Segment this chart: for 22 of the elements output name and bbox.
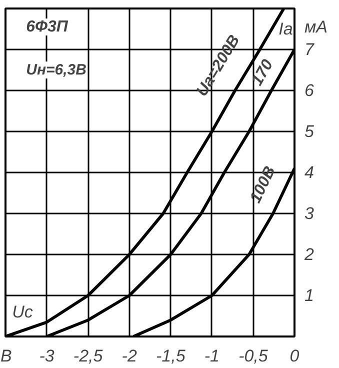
- y-tick-label: 3: [304, 204, 314, 223]
- text: 100В: [247, 164, 280, 206]
- x-tick-label: В: [0, 346, 12, 366]
- text: Uн=6,3В: [26, 62, 87, 78]
- x-tick-label: -3: [39, 346, 55, 366]
- y-tick-label: 7: [304, 40, 314, 59]
- text: 6Ф3П: [26, 18, 68, 36]
- x-tick-label: -2,5: [73, 346, 104, 366]
- text: мА: [304, 17, 328, 36]
- y-tick-label: 4: [304, 163, 314, 182]
- y-tick-label: 5: [304, 122, 314, 141]
- y-tick-label: 1: [304, 286, 314, 305]
- y-tick-label: 6: [304, 81, 314, 100]
- x-tick-label: -2: [122, 346, 138, 366]
- x-tick-label: -0,5: [238, 346, 268, 366]
- x-tick-label: -1,5: [156, 346, 186, 366]
- y-tick-label: 2: [304, 245, 314, 264]
- x-tick-label: -1: [204, 346, 220, 366]
- x-axis-title: Uc: [12, 302, 34, 322]
- text: 170: [248, 56, 277, 89]
- x-tick-label: 0: [290, 346, 300, 366]
- y-axis-title: Ia: [278, 20, 293, 38]
